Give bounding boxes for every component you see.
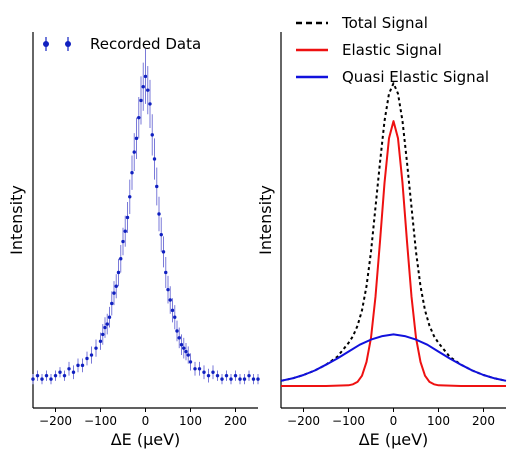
legend-label: Elastic Signal xyxy=(342,41,442,59)
data-point xyxy=(206,373,211,378)
data-point xyxy=(53,373,58,378)
data-point xyxy=(44,373,49,378)
data-point xyxy=(155,184,159,189)
y-axis-label: Intensity xyxy=(256,185,275,255)
data-point xyxy=(89,353,94,357)
x-tick-label: 200 xyxy=(224,414,247,428)
data-point xyxy=(182,346,186,350)
x-tick-label: −200 xyxy=(39,414,72,428)
data-point xyxy=(175,329,179,333)
data-point xyxy=(101,332,105,337)
data-point xyxy=(110,301,114,306)
data-point xyxy=(103,325,107,330)
data-point xyxy=(130,171,134,175)
series-line-quasi-elastic-signal xyxy=(280,333,507,382)
x-axis-label: ΔE (μeV) xyxy=(359,430,429,449)
x-tick-label: 100 xyxy=(427,414,450,428)
x-axis-label: ΔE (μeV) xyxy=(111,430,181,449)
data-point xyxy=(107,315,112,319)
data-point xyxy=(132,150,136,154)
left-panel-recorded-data: −200 −100 0 100 200 ΔE (μeV) Intensity Recorded… xyxy=(7,32,260,449)
data-point xyxy=(159,232,163,237)
data-point xyxy=(71,370,76,374)
data-point xyxy=(58,370,62,374)
data-point xyxy=(67,367,71,371)
data-point xyxy=(80,363,85,368)
data-point xyxy=(114,284,118,288)
data-point xyxy=(184,349,188,354)
data-point xyxy=(224,373,229,378)
data-point xyxy=(256,377,260,381)
data-point xyxy=(40,377,44,381)
series-line-total-signal xyxy=(280,82,507,382)
data-point xyxy=(247,373,251,378)
x-tick-label: 0 xyxy=(390,414,398,428)
data-point xyxy=(139,98,143,103)
x-tick-label: −100 xyxy=(84,414,117,428)
legend-marker xyxy=(43,41,49,47)
data-point xyxy=(105,322,109,326)
data-point xyxy=(141,85,145,89)
legend-label: Recorded Data xyxy=(90,35,201,53)
data-point xyxy=(85,356,89,361)
data-point xyxy=(166,287,170,292)
data-point xyxy=(112,291,116,295)
data-point xyxy=(164,270,168,275)
x-tick-label: 100 xyxy=(179,414,202,428)
data-point xyxy=(229,377,233,381)
data-point xyxy=(152,157,157,161)
x-tick-label: −200 xyxy=(287,414,320,428)
x-tick-label: 0 xyxy=(142,414,150,428)
data-point xyxy=(170,308,175,313)
data-point xyxy=(215,373,220,378)
data-point xyxy=(220,377,224,381)
data-point xyxy=(202,370,206,374)
data-point xyxy=(242,377,247,381)
data-point xyxy=(125,215,130,220)
data-point xyxy=(238,377,242,381)
x-tick-label: −100 xyxy=(332,414,365,428)
data-point xyxy=(137,115,141,120)
data-point xyxy=(98,339,103,343)
data-point xyxy=(76,363,80,368)
data-point xyxy=(62,373,67,378)
x-tick-label: 200 xyxy=(472,414,495,428)
data-point xyxy=(186,353,190,357)
data-point xyxy=(177,336,181,340)
data-point xyxy=(157,212,161,216)
data-point xyxy=(193,367,197,371)
legend-label: Quasi Elastic Signal xyxy=(342,68,489,86)
data-point xyxy=(31,377,35,381)
y-axis-label: Intensity xyxy=(7,185,26,255)
data-point xyxy=(49,377,53,381)
data-point xyxy=(123,229,127,233)
data-point xyxy=(197,367,202,371)
data-point xyxy=(146,88,150,92)
data-point xyxy=(119,257,123,261)
legend-marker xyxy=(65,41,71,47)
data-point xyxy=(94,346,98,350)
data-point xyxy=(188,360,193,364)
data-point xyxy=(121,239,125,244)
data-point xyxy=(134,136,139,141)
data-point xyxy=(251,377,256,381)
data-point xyxy=(128,195,132,199)
data-point xyxy=(150,133,154,137)
data-point xyxy=(179,343,184,347)
series-line-elastic-signal xyxy=(281,120,506,387)
data-point xyxy=(233,373,238,378)
data-point xyxy=(116,270,121,275)
data-point xyxy=(143,74,148,79)
data-point xyxy=(168,298,172,302)
right-panel-signal-components: −200 −100 0 100 200 ΔE (μeV) Intensity Total Si… xyxy=(256,14,507,449)
legend-label: Total Signal xyxy=(341,14,428,32)
data-point xyxy=(161,250,166,254)
data-point xyxy=(173,315,177,319)
data-point xyxy=(211,370,215,374)
data-point xyxy=(148,102,152,106)
data-point xyxy=(35,373,40,378)
